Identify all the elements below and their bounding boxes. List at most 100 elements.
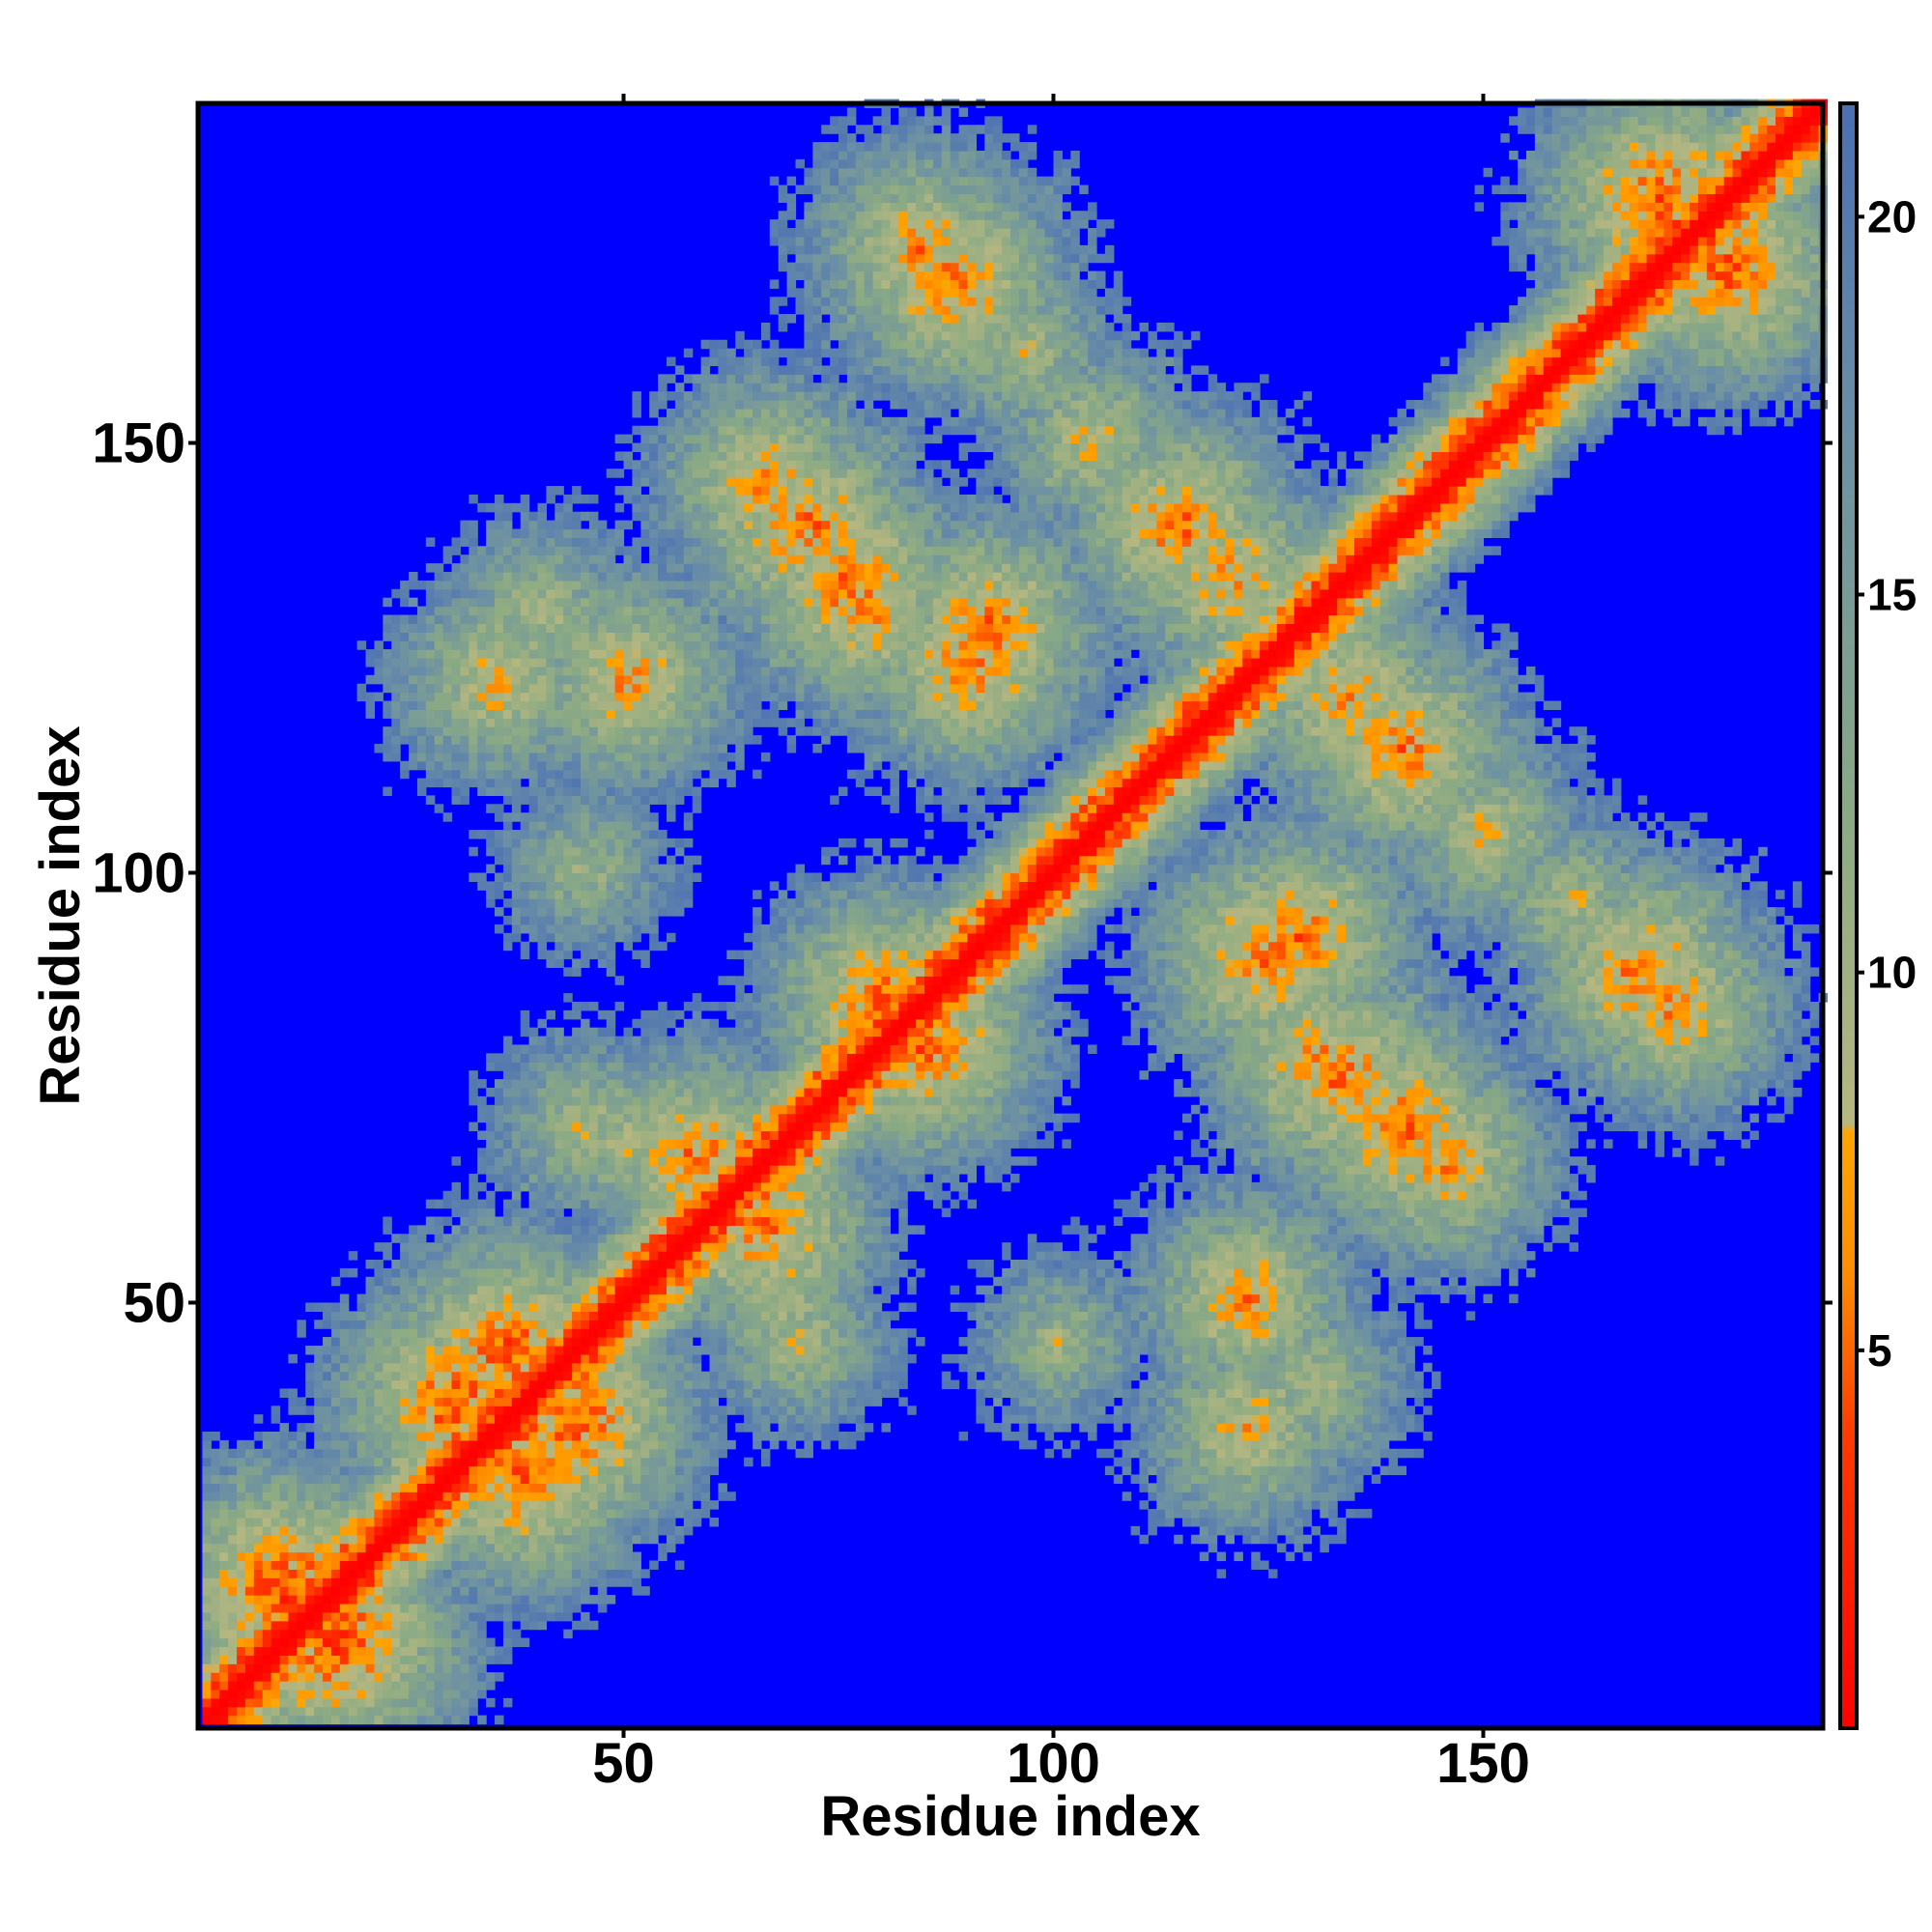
heatmap-cell [486,1397,496,1406]
heatmap-cell [262,1663,272,1673]
heatmap-cell [469,1629,478,1639]
heatmap-cell [425,709,436,719]
heatmap-cell [623,700,634,711]
heatmap-cell [425,1276,436,1287]
heatmap-cell [632,1139,641,1149]
heatmap-cell [314,1525,324,1536]
heatmap-cell [383,1457,392,1467]
heatmap-cell [588,1165,599,1175]
heatmap-cell [400,1595,410,1605]
heatmap-cell [683,1242,694,1252]
heatmap-cell [692,477,702,487]
heatmap-cell [442,1517,453,1527]
heatmap-cell [614,1406,625,1415]
heatmap-cell [588,1345,599,1355]
heatmap-cell [451,1637,462,1648]
heatmap-cell [597,658,608,668]
heatmap-cell [674,1216,685,1226]
heatmap-cell [597,554,608,564]
heatmap-cell [640,838,650,848]
heatmap-cell [606,1199,616,1209]
heatmap-cell [442,1362,453,1373]
heatmap-cell [581,1208,590,1218]
heatmap-cell [606,588,616,599]
heatmap-cell [614,1208,625,1218]
heatmap-cell [409,1483,418,1492]
heatmap-cell [502,821,513,831]
heatmap-cell [409,580,418,590]
heatmap-cell [425,1569,436,1578]
heatmap-cell [640,1234,650,1243]
heatmap-cell [486,1293,496,1304]
heatmap-cell [323,1525,332,1536]
heatmap-cell [623,838,634,848]
heatmap-cell [305,1586,315,1596]
heatmap-cell [623,588,634,599]
heatmap-cell [572,838,582,848]
heatmap-cell [237,1551,246,1562]
heatmap-cell [228,1706,238,1717]
heatmap-cell [700,744,711,753]
heatmap-cell [623,1500,634,1510]
heatmap-cell [597,932,608,943]
heatmap-cell [623,1267,634,1278]
heatmap-cell [442,1706,453,1717]
heatmap-cell [409,1569,418,1578]
heatmap-cell [537,1337,548,1347]
heatmap-cell [416,1551,427,1562]
heatmap-cell [581,864,590,874]
heatmap-cell [425,1302,436,1312]
heatmap-cell [469,872,478,882]
heatmap-cell [425,1492,436,1501]
heatmap-cell [554,752,564,762]
heatmap-cell [356,1534,367,1545]
heatmap-cell [632,1551,641,1562]
heatmap-cell [502,588,513,599]
heatmap-cell [400,1371,410,1381]
heatmap-cell [314,1663,324,1673]
heatmap-cell [425,1483,436,1492]
heatmap-cell [606,1130,616,1140]
heatmap-cell [537,580,548,590]
heatmap-cell [383,1689,392,1699]
heatmap-cell [649,649,659,659]
heatmap-cell [434,1448,444,1459]
heatmap-cell [434,700,444,711]
heatmap-cell [667,769,676,780]
heatmap-cell [262,1431,272,1441]
heatmap-cell [581,1560,590,1570]
heatmap-cell [572,606,582,616]
heatmap-cell [520,563,530,573]
heatmap-cell [469,1199,478,1209]
heatmap-cell [434,1646,444,1656]
heatmap-cell [658,640,668,650]
heatmap-cell [632,769,641,780]
heatmap-cell [614,872,625,882]
heatmap-cell [323,1509,332,1519]
heatmap-cell [692,554,702,564]
heatmap-cell [667,416,676,427]
heatmap-cell [228,1517,238,1527]
heatmap-cell [451,1293,462,1304]
heatmap-cell [692,1053,702,1063]
heatmap-cell [262,1483,272,1492]
heatmap-cell [649,769,659,780]
heatmap-cell [237,1474,246,1484]
heatmap-cell [606,1560,616,1570]
heatmap-cell [667,1414,676,1424]
heatmap-cell [614,1267,625,1278]
heatmap-cell [606,795,616,805]
heatmap-cell [502,1216,513,1226]
heatmap-cell [546,1062,555,1071]
heatmap-cell [623,1397,634,1406]
heatmap-cell [640,786,650,797]
heatmap-cell [288,1551,298,1562]
heatmap-cell [434,1637,444,1648]
heatmap-cell [606,1156,616,1166]
heatmap-cell [416,666,427,676]
heatmap-cell [667,572,676,582]
heatmap-cell [279,1500,290,1510]
heatmap-cell [502,941,513,952]
heatmap-cell [700,1388,711,1398]
